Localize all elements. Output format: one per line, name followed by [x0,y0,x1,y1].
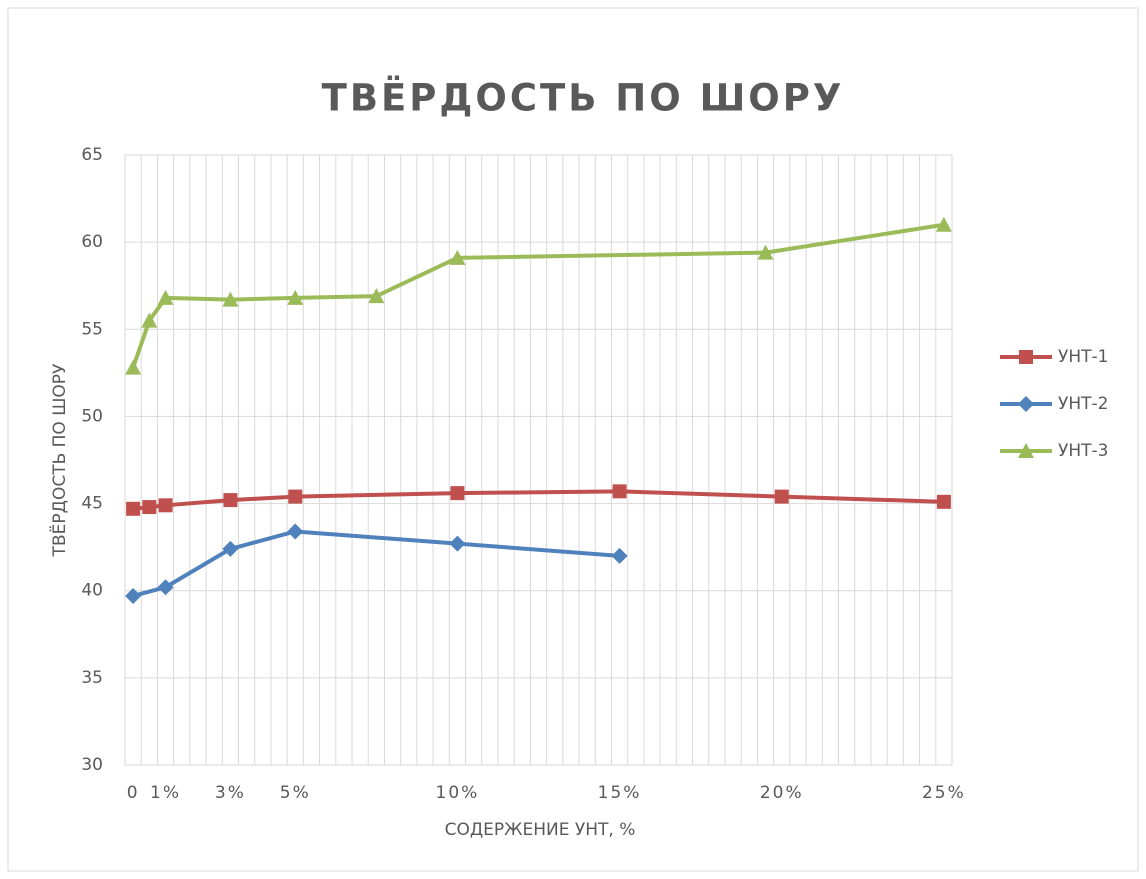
data-point [368,288,385,304]
legend-marker [1018,443,1034,458]
data-point [449,249,466,265]
data-point [125,359,142,375]
chart-title: ТВЁРДОСТЬ ПО ШОРУ [322,76,845,120]
x-tick-label: 15% [598,783,642,803]
data-point [287,289,304,305]
x-axis-label: СОДЕРЖЕНИЕ УНТ, % [445,820,636,840]
data-point [222,291,239,307]
data-point [449,535,466,552]
data-point [142,500,157,515]
data-point [223,493,238,508]
x-tick-label: 5% [280,783,311,803]
y-axis-label: ТВЁРДОСТЬ ПО ШОРУ [49,363,70,557]
legend-marker [1019,350,1033,364]
data-point [774,489,789,504]
data-point [157,289,174,305]
y-tick-label: 45 [81,494,103,514]
x-tick-label: 20% [760,783,804,803]
data-point [126,501,141,516]
data-point [935,216,952,232]
y-tick-label: 60 [81,232,103,252]
legend-marker [1018,396,1034,412]
legend-label: УНТ-3 [1058,441,1108,461]
y-tick-label: 55 [81,319,103,339]
data-point [936,494,951,509]
chart-border [7,7,1139,872]
y-tick-label: 30 [81,755,103,775]
data-point [157,579,174,596]
data-point [757,244,774,260]
data-point [141,312,158,328]
x-tick-label: 1% [150,783,181,803]
x-tick-label: 25% [922,783,966,803]
y-tick-label: 40 [81,581,103,601]
data-point [288,489,303,504]
data-point [450,486,465,501]
data-point [287,523,304,540]
x-tick-label: 10% [436,783,480,803]
legend-label: УНТ-1 [1058,347,1108,367]
data-point [222,540,239,557]
x-tick-label: 3% [215,783,246,803]
y-tick-label: 50 [81,406,103,426]
data-point [611,547,628,564]
data-point [158,498,173,513]
data-point [125,587,142,604]
x-tick-label: 0 [127,783,140,803]
y-tick-label: 65 [81,145,103,165]
data-point [612,484,627,499]
y-tick-label: 35 [81,668,103,688]
legend-label: УНТ-2 [1058,394,1108,414]
